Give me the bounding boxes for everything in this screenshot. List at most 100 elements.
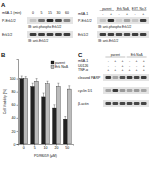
lane-row-label: m6A-1 (min) [2, 11, 21, 15]
band [116, 33, 122, 36]
y-tick-label: 100 [10, 77, 16, 81]
band [127, 76, 133, 79]
x-tick: 0 [23, 144, 25, 150]
treatment-mark: + [121, 59, 123, 63]
y-tick-mark [17, 105, 19, 106]
treatment-mark: + [143, 68, 145, 72]
error-bar [58, 83, 59, 86]
treatment-mark: - [136, 64, 138, 68]
x-tick: 5 [34, 144, 36, 150]
x-tick-label: 20 [54, 146, 58, 150]
treatment-label: U0126 [78, 64, 88, 68]
error-bar [65, 117, 66, 120]
treatment-mark: + [114, 68, 116, 72]
blot-caption: IB: anti-phospho Erk1/2 [98, 25, 132, 29]
error-cap [21, 76, 23, 77]
bar [46, 84, 50, 144]
lane-label: 15 [48, 11, 52, 15]
blot-bands [30, 19, 71, 22]
panel-label: C [78, 52, 83, 58]
blot-membrane [97, 17, 149, 24]
group-header: Erk NoΔ [131, 53, 144, 57]
blot-membrane [27, 31, 73, 38]
band-label: Erk1/2 [78, 33, 88, 37]
treatment-mark: - [135, 12, 137, 16]
error-bar [21, 76, 22, 79]
panel-label: A [1, 2, 6, 8]
band [47, 19, 54, 22]
band [105, 89, 111, 92]
error-cap [46, 81, 48, 82]
band [105, 76, 111, 79]
blot-bands [100, 19, 147, 22]
bar [35, 81, 39, 144]
lane-label: 30 [57, 11, 61, 15]
y-tick-label: 40 [12, 116, 16, 120]
blot-caption: IB: anti-phospho Erk1/2 [28, 25, 62, 29]
treatment-label: m6A-1 [78, 12, 88, 16]
group-header: EXT. No.X [132, 7, 148, 11]
treatment-mark: - [115, 64, 117, 68]
band [108, 33, 114, 36]
y-tick-mark [17, 131, 19, 132]
band-label: β-actin [78, 102, 89, 106]
y-tick-label: 80 [12, 90, 16, 94]
band [134, 102, 140, 105]
bar [31, 86, 35, 144]
lane-label: 5 [41, 11, 43, 15]
blot-membrane [103, 100, 149, 107]
error-cap [57, 83, 59, 84]
lane-label: 0 [32, 11, 34, 15]
treatment-mark: + [136, 68, 138, 72]
treatment-mark: + [126, 12, 128, 16]
band [124, 19, 130, 22]
legend: parentErk NoΔ [51, 61, 69, 70]
bar [24, 79, 28, 144]
treatment-mark: + [143, 64, 145, 68]
band [120, 102, 126, 105]
treatment-mark: + [110, 12, 112, 16]
error-cap [36, 78, 38, 79]
band [64, 33, 71, 36]
error-bar [47, 81, 48, 84]
x-tick-label: 10 [44, 146, 48, 150]
band [141, 89, 147, 92]
treatment-label: m6A-1 [78, 59, 88, 63]
band [38, 33, 45, 36]
error-bar [69, 86, 70, 89]
band [134, 89, 140, 92]
x-tick: 20 [54, 144, 58, 150]
treatment-mark: + [136, 59, 138, 63]
x-axis-title: PD98059 (μM) [34, 154, 57, 158]
blot-bands [105, 89, 146, 92]
treatment-mark: + [107, 68, 109, 72]
error-cap [53, 104, 55, 105]
band [55, 33, 62, 36]
band [113, 76, 119, 79]
treatment-mark: - [129, 59, 131, 63]
band [116, 19, 122, 22]
y-tick-label: 60 [12, 103, 16, 107]
error-bar [36, 79, 37, 82]
error-bar [43, 93, 44, 97]
band [108, 19, 114, 22]
band [47, 33, 54, 36]
band [132, 19, 138, 22]
plot-marks [20, 76, 71, 144]
band-label: cyclin D1 [78, 89, 92, 93]
bar [42, 97, 46, 144]
band [113, 89, 119, 92]
blot-bands [105, 102, 146, 105]
y-axis: 020406080100 [10, 60, 19, 147]
x-axis: 0 5 10 20 50 [19, 144, 74, 150]
error-cap [64, 116, 66, 117]
band [132, 33, 138, 36]
band [100, 33, 106, 36]
band [30, 19, 37, 22]
y-tick-mark [17, 79, 19, 80]
band [64, 19, 71, 22]
blot-bands [30, 33, 71, 36]
x-tick-label: 50 [65, 146, 69, 150]
y-tick: 0 [14, 143, 18, 147]
bar [63, 119, 67, 144]
